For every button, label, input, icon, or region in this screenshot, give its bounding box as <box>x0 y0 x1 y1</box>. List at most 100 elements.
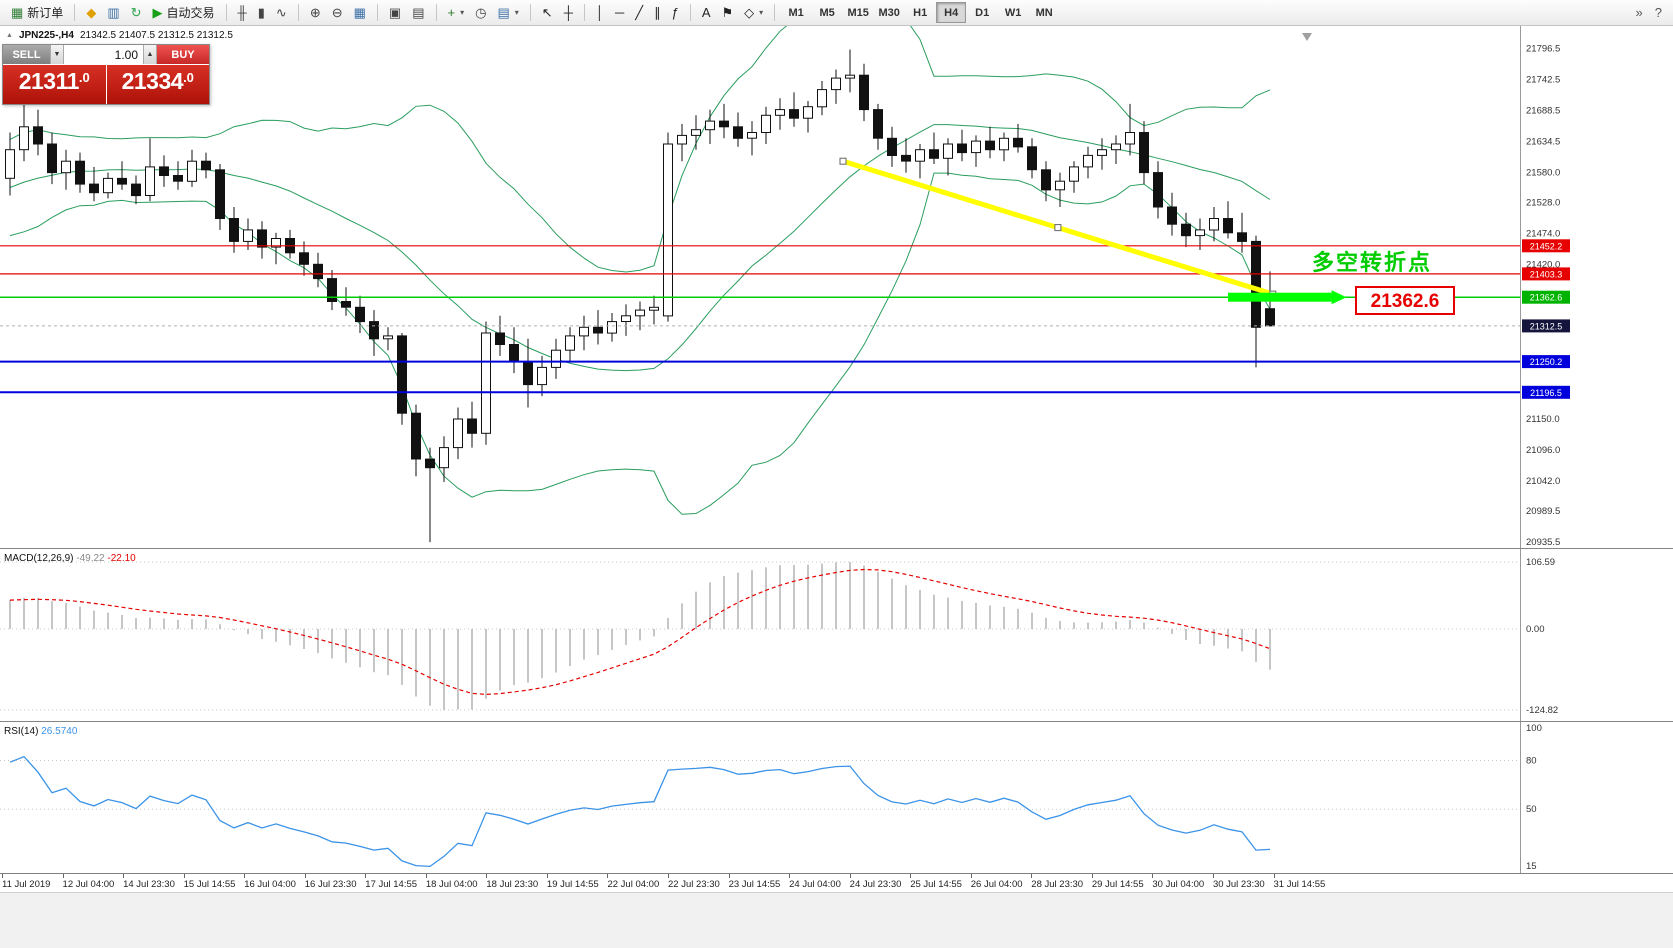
timeframe-m30-button[interactable]: M30 <box>878 6 900 19</box>
trendline-handle <box>1054 224 1062 232</box>
timeframe-d1-button[interactable]: D1 <box>975 6 990 19</box>
crosshair-button[interactable]: ┼ <box>559 1 578 24</box>
candle-chart-button[interactable]: ▮ <box>253 1 270 24</box>
line-chart-button[interactable]: ∿ <box>271 1 292 24</box>
cursor-button[interactable]: ↖ <box>537 1 558 24</box>
chart-ohlc-values: 21342.5 21407.5 21312.5 21312.5 <box>79 30 233 41</box>
rsi-svg[interactable]: 100 80 50 15 RSI(14) 26.5740 <box>0 722 1673 873</box>
macd-svg[interactable]: 106.59 0.00 -124.82 MACD(12,26,9) -49.22 -… <box>0 549 1673 722</box>
time-label: 11 Jul 2019 <box>2 874 51 890</box>
price-callout[interactable]: 21362.6 <box>1355 286 1455 315</box>
time-label: 26 Jul 04:00 <box>970 874 1023 890</box>
lot-increase-button[interactable]: ▲ <box>143 45 157 64</box>
toolbar-overflow-button[interactable]: » <box>1631 1 1648 24</box>
horizontal-line-icon: ─ <box>615 5 625 20</box>
lot-decrease-button[interactable]: ▼ <box>50 45 64 64</box>
templates-button[interactable]: ▤ ▾ <box>492 1 523 24</box>
time-label: 17 Jul 14:55 <box>365 874 418 890</box>
alerts-button[interactable]: ◷ <box>470 1 491 24</box>
zoom-out-button[interactable]: ⊖ <box>327 1 348 24</box>
toolbar-group: ↖ ┼ <box>535 1 580 24</box>
candlesticks <box>5 49 1275 543</box>
toolbar-group: ⊕ ⊖ ▦ <box>303 1 373 24</box>
shapes-tool-button[interactable]: ◇ ▾ <box>739 1 768 24</box>
time-label: 24 Jul 23:30 <box>849 874 902 890</box>
fibonacci-button[interactable]: ƒ <box>667 1 684 24</box>
new-order-button[interactable]: ▦ 新订单 <box>6 1 68 24</box>
chart-collapse-icon[interactable]: ▲ <box>6 32 13 39</box>
chart-title-line: ▲ JPN225-,H4 21342.5 21407.5 21312.5 213… <box>6 30 233 41</box>
bollinger-middle-band <box>9 124 1271 372</box>
time-label: 19 Jul 14:55 <box>546 874 599 890</box>
price-scale-label: 21420.0 <box>1526 259 1560 270</box>
buy-price-panel[interactable]: 21334 .0 <box>106 65 209 104</box>
lot-size-input[interactable]: 1.00 <box>64 45 143 64</box>
shapes-icon: ◇ <box>744 5 755 20</box>
time-label: 12 Jul 04:00 <box>62 874 115 890</box>
zoom-in-icon: ⊕ <box>309 5 321 20</box>
charts-profile-button[interactable]: ◆ <box>81 1 101 24</box>
price-badge: 21196.5 <box>1522 385 1570 399</box>
timeframe-toolbar: M1 M5 M15 M30 H1 H4 D1 W1 MN <box>779 2 1061 23</box>
help-button[interactable]: ? <box>1650 1 1667 24</box>
trendline-button[interactable]: ╱ <box>630 1 648 24</box>
zoom-out-icon: ⊖ <box>331 5 343 20</box>
chart-window[interactable]: ▲ JPN225-,H4 21342.5 21407.5 21312.5 213… <box>0 26 1673 892</box>
chart-shift-marker[interactable] <box>1302 33 1312 41</box>
help-icon: ? <box>1654 5 1662 20</box>
timeframe-h1-button[interactable]: H1 <box>913 6 928 19</box>
bar-chart-icon: ╫ <box>237 5 247 20</box>
cascade-windows-button[interactable]: ▤ <box>407 1 429 24</box>
zoom-in-button[interactable]: ⊕ <box>305 1 326 24</box>
time-label: 25 Jul 14:55 <box>910 874 962 890</box>
chart-symbol-period: JPN225-,H4 <box>18 30 74 41</box>
text-tool-button[interactable]: A <box>697 1 716 24</box>
toolbar-group: ▦ 新订单 <box>4 1 70 24</box>
time-label: 16 Jul 23:30 <box>304 874 357 890</box>
price-scale-label: 21096.0 <box>1526 445 1560 456</box>
timeframe-h4-button[interactable]: H4 <box>936 2 967 23</box>
turning-point-annotation[interactable]: 多空转折点 <box>1312 250 1432 275</box>
time-label: 29 Jul 14:55 <box>1091 874 1144 890</box>
toolbar-separator <box>297 4 299 21</box>
tile-windows-icon: ▣ <box>388 5 402 20</box>
autotrade-button[interactable]: ▶ 自动交易 <box>148 1 220 24</box>
dropdown-caret-icon: ▾ <box>759 8 764 17</box>
market-watch-button[interactable]: ▥ <box>102 1 124 24</box>
support-highlight-bar[interactable] <box>1228 290 1347 305</box>
refresh-button[interactable]: ↻ <box>126 1 147 24</box>
timeframe-mn-button[interactable]: MN <box>1035 6 1053 19</box>
autotrade-button-label: 自动交易 <box>166 6 215 20</box>
time-axis[interactable]: 11 Jul 2019 12 Jul 04:00 14 Jul 23:30 15 Ju… <box>0 873 1673 892</box>
timeframe-w1-button[interactable]: W1 <box>1004 6 1022 19</box>
bar-chart-button[interactable]: ╫ <box>233 1 252 24</box>
timeframe-m15-button[interactable]: M15 <box>847 6 869 19</box>
rsi-scale-label: 100 <box>1526 723 1542 734</box>
label-tool-button[interactable]: ⚑ <box>716 1 738 24</box>
sell-button[interactable]: SELL <box>3 45 50 64</box>
timeframe-m1-button[interactable]: M1 <box>788 6 804 19</box>
one-click-trading-panel: SELL ▼ 1.00 ▲ BUY 21311 .0 21334 .0 <box>2 44 210 105</box>
indicators-grid-icon: ▦ <box>353 5 366 20</box>
vertical-line-button[interactable]: │ <box>591 1 609 24</box>
sell-price-panel[interactable]: 21311 .0 <box>3 65 107 104</box>
horizontal-line-button[interactable]: ─ <box>610 1 629 24</box>
main-chart-svg[interactable]: 多空转折点 21362.6 21796.5 21742.5 21688.5 21634.… <box>0 26 1673 549</box>
channel-button[interactable]: ∥ <box>649 1 666 24</box>
svg-text:21196.5: 21196.5 <box>1530 388 1562 398</box>
bollinger-lower-band <box>9 172 1271 515</box>
toolbar-groups: ▦ 新订单 ◆ ▥ ↻ ▶ 自动交易 ╫ ▮ ∿ ⊕ ⊖ ▦ ▣ ▤ + ▾ ◷ ▤ ▾ ↖ ┼ │ ─ ╱ ∥ ƒ A ⚑ ◇ ▾ <box>4 1 770 24</box>
text-icon: A <box>701 5 711 20</box>
trendline-icon: ╱ <box>635 5 644 20</box>
indicators-button[interactable]: ▦ <box>349 1 371 24</box>
rsi-scale-label: 50 <box>1526 804 1537 815</box>
timeframe-m5-button[interactable]: M5 <box>819 6 835 19</box>
new-chart-button[interactable]: + ▾ <box>443 1 470 24</box>
tile-windows-button[interactable]: ▣ <box>384 1 406 24</box>
new-order-button-label: 新订单 <box>27 6 64 20</box>
toolbar-separator <box>74 4 76 21</box>
toolbar-separator <box>225 4 227 21</box>
bottom-empty-area <box>0 892 1673 948</box>
buy-button[interactable]: BUY <box>157 45 209 64</box>
